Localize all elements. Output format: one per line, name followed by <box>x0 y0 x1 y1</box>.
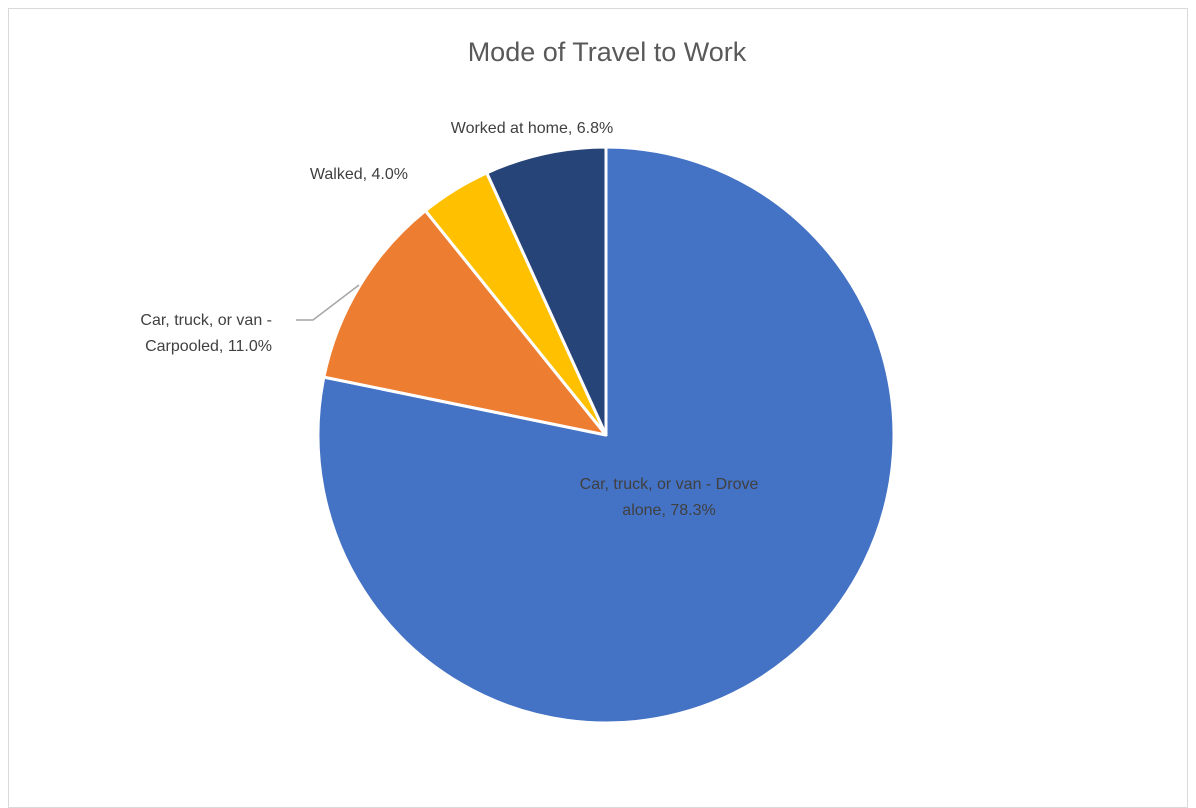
data-label-car-truck-or-van-carpooled: Car, truck, or van -Carpooled, 11.0% <box>140 312 272 355</box>
pie-slices <box>316 145 896 725</box>
chart-title: Mode of Travel to Work <box>468 37 747 67</box>
pie-slice-worked-at-home <box>485 145 608 437</box>
data-labels: Car, truck, or van - Drove alone, 78.3% Ca… <box>140 120 758 519</box>
leader-line-car-truck-or-van-carpooled <box>296 284 360 321</box>
data-label-worked-at-home: Worked at home, 6.8% <box>451 120 613 137</box>
chart-area: Mode of Travel to Work Car, truck, or va… <box>8 8 1188 808</box>
pie-chart: Mode of Travel to Work Car, truck, or va… <box>140 37 896 725</box>
data-label-walked: Walked, 4.0% <box>310 166 408 183</box>
pie-slice-car-truck-or-van-drove-alone <box>316 145 896 725</box>
pie-slice-car-truck-or-van-carpooled <box>322 209 608 437</box>
data-label-car-truck-or-van-drove-alone: Car, truck, or van - Drove alone, 78.3% <box>580 476 759 519</box>
leader-lines <box>296 284 360 321</box>
